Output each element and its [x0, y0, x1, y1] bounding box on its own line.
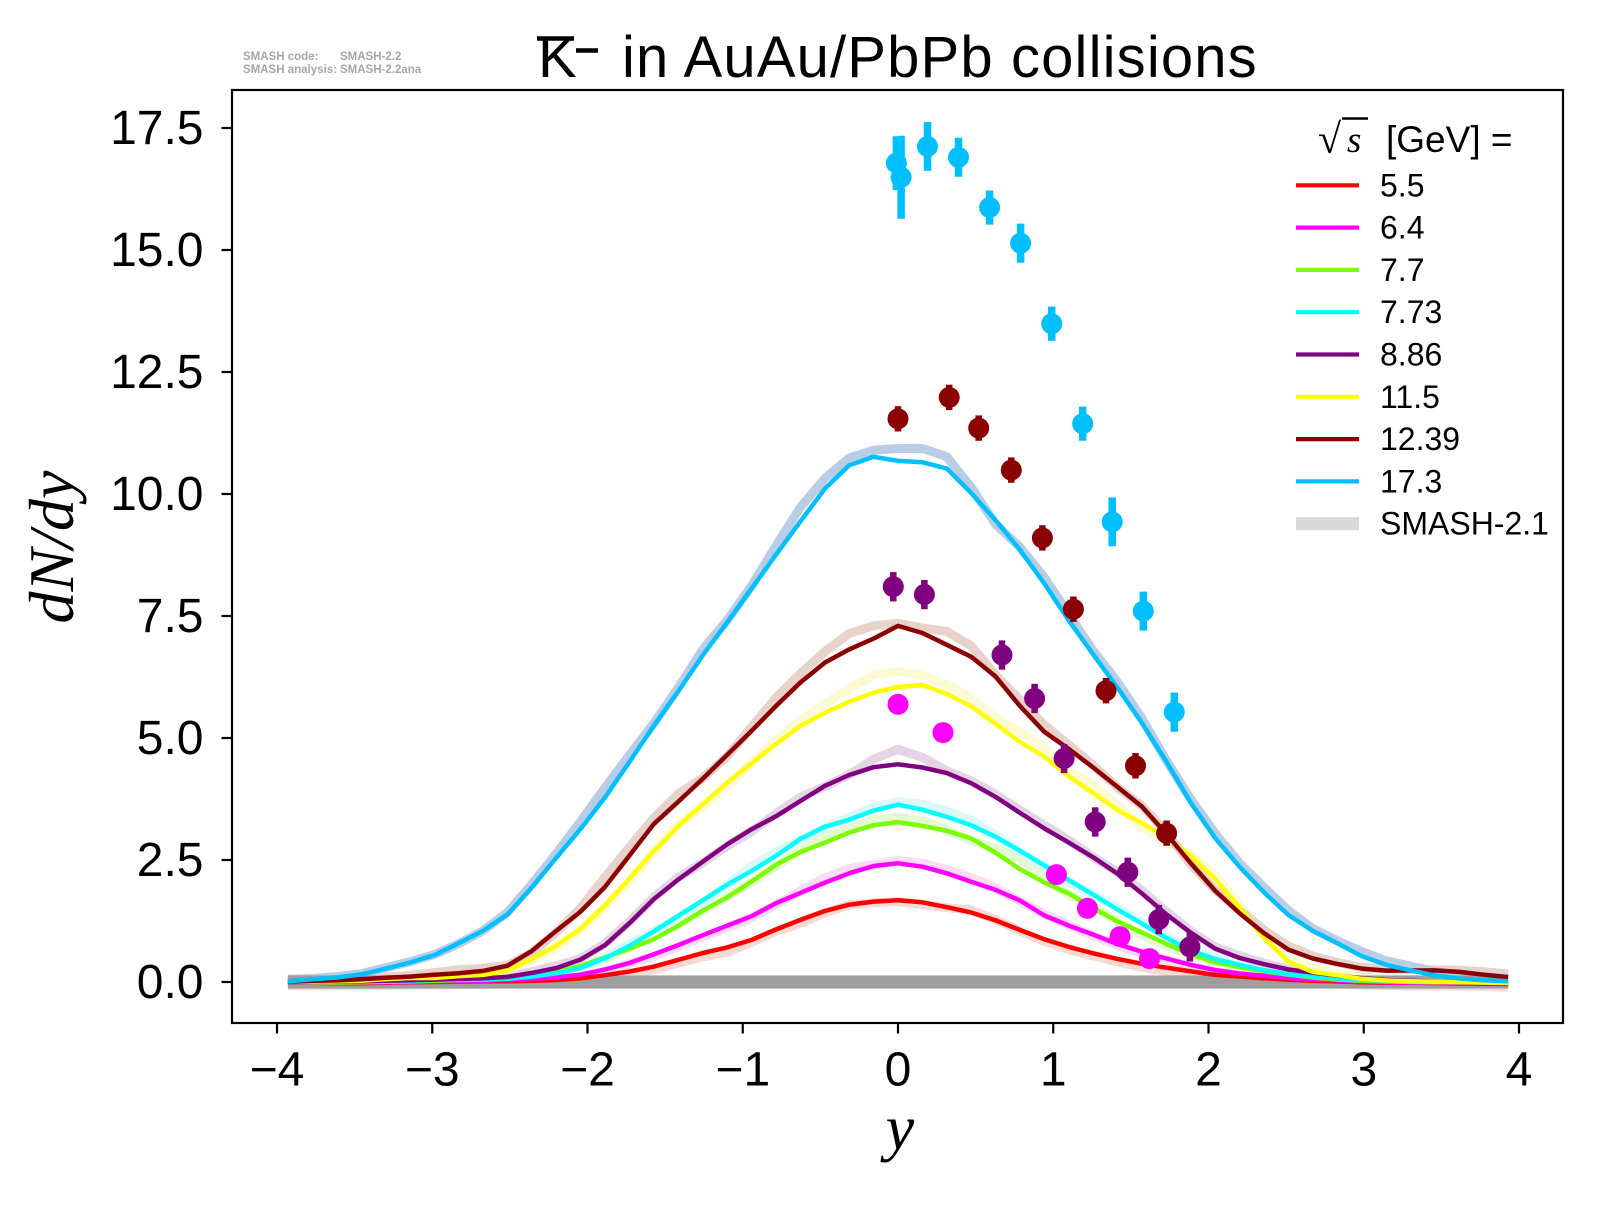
svg-text:1: 1: [1040, 1044, 1067, 1097]
svg-text:17.3: 17.3: [1380, 463, 1442, 499]
svg-text:in AuAu/PbPb collisions: in AuAu/PbPb collisions: [622, 25, 1258, 90]
svg-text:y: y: [880, 1092, 915, 1163]
svg-text:7.73: 7.73: [1380, 294, 1442, 330]
svg-text:12.5: 12.5: [110, 346, 203, 399]
svg-text:−4: −4: [250, 1044, 305, 1097]
svg-text:0: 0: [885, 1044, 912, 1097]
svg-text:2: 2: [1195, 1044, 1222, 1097]
svg-text:7.5: 7.5: [137, 590, 204, 643]
svg-text:K: K: [538, 25, 577, 90]
svg-text:5.5: 5.5: [1380, 167, 1424, 203]
svg-text:SMASH code:: SMASH code:: [243, 51, 318, 63]
svg-text:√: √: [1318, 117, 1342, 163]
svg-text:dN/dy: dN/dy: [16, 470, 87, 623]
svg-text:SMASH-2.1: SMASH-2.1: [1380, 506, 1549, 542]
svg-text:8.86: 8.86: [1380, 337, 1442, 373]
svg-text:6.4: 6.4: [1380, 210, 1424, 246]
svg-text:0.0: 0.0: [137, 956, 204, 1009]
svg-text:2.5: 2.5: [137, 834, 204, 887]
svg-text:SMASH-2.2ana: SMASH-2.2ana: [340, 64, 422, 76]
svg-text:17.5: 17.5: [110, 102, 203, 155]
svg-text:[GeV] =: [GeV] =: [1386, 119, 1512, 160]
svg-text:11.5: 11.5: [1380, 379, 1440, 415]
svg-text:4: 4: [1506, 1044, 1533, 1097]
svg-text:SMASH analysis:: SMASH analysis:: [243, 64, 337, 76]
svg-text:15.0: 15.0: [110, 224, 203, 277]
svg-text:12.39: 12.39: [1380, 421, 1460, 457]
svg-text:SMASH-2.2: SMASH-2.2: [340, 51, 401, 63]
svg-text:−3: −3: [405, 1044, 460, 1097]
svg-text:5.0: 5.0: [137, 712, 204, 765]
svg-text:s: s: [1347, 120, 1361, 161]
svg-text:3: 3: [1350, 1044, 1377, 1097]
svg-text:10.0: 10.0: [110, 468, 203, 521]
svg-text:7.7: 7.7: [1380, 252, 1424, 288]
svg-text:−1: −1: [715, 1044, 770, 1097]
svg-text:−2: −2: [560, 1044, 615, 1097]
